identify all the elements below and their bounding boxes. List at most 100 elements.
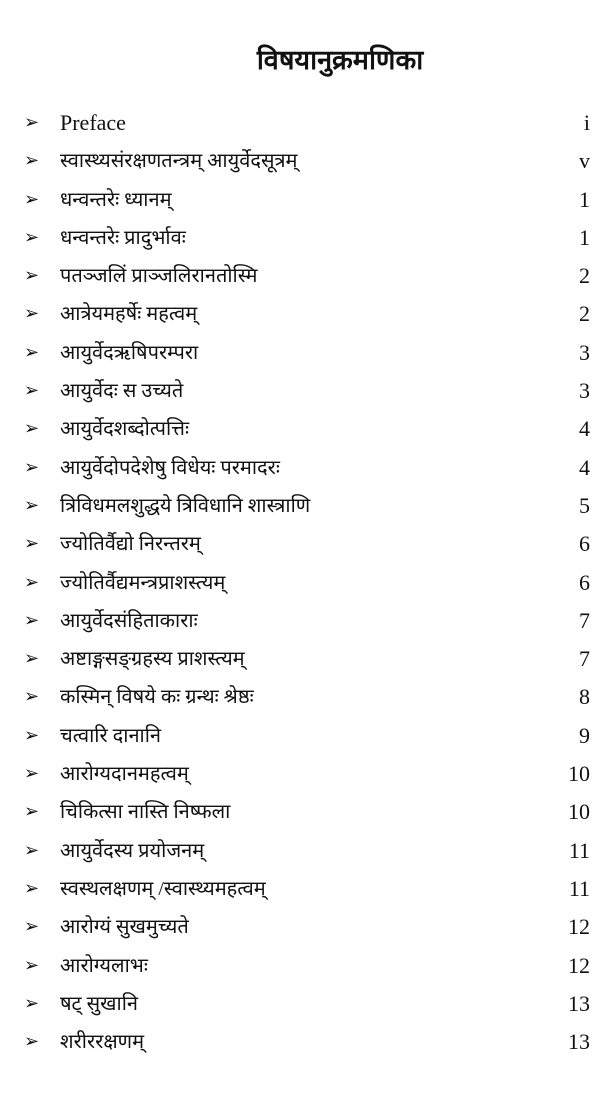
toc-entry-title: ज्योतिर्वैद्यमन्त्रप्राशस्त्यम् bbox=[60, 571, 226, 594]
toc-entry-title: स्वास्थ्यसंरक्षणतन्त्रम् आयुर्वेदसूत्रम् bbox=[60, 150, 298, 173]
arrowhead-right-icon: ➢ bbox=[24, 226, 40, 248]
page-title: विषयानुक्रमणिका bbox=[256, 45, 424, 76]
toc-entry-title: आयुर्वेदस्य प्रयोजनम् bbox=[60, 839, 205, 862]
toc-entry[interactable]: ➢ ज्योतिर्वैद्यमन्त्रप्राशस्त्यम् 6 bbox=[0, 564, 600, 602]
toc-entry-page-number: v bbox=[579, 148, 590, 174]
toc-entry-page-number: 13 bbox=[568, 990, 590, 1016]
arrowhead-right-icon: ➢ bbox=[24, 112, 40, 133]
toc-entry[interactable]: ➢ आयुर्वेदः स उच्यते 3 bbox=[0, 372, 600, 410]
toc-entry-page-number: 11 bbox=[568, 837, 590, 863]
toc-entry-page-number: 4 bbox=[579, 454, 590, 480]
toc-entry[interactable]: ➢ अष्टाङ्गसङ्ग्रहस्य प्राशस्त्यम् 7 bbox=[0, 640, 600, 678]
toc-entry-page-number: 7 bbox=[579, 646, 590, 672]
arrowhead-right-icon: ➢ bbox=[24, 456, 40, 478]
toc-entry-page-number: 13 bbox=[568, 1029, 590, 1055]
toc-entry[interactable]: ➢ त्रिविधमलशुद्धये त्रिविधानि शास्त्राणि 5 bbox=[0, 487, 600, 525]
toc-entry[interactable]: ➢ आयुर्वेदशब्दोत्पत्तिः 4 bbox=[0, 410, 600, 448]
toc-entry-page-number: 10 bbox=[568, 761, 590, 787]
toc-entry-page-number: 9 bbox=[579, 722, 590, 748]
toc-entry[interactable]: ➢ पतञ्जलिं प्राञ्जलिरानतोस्मि 2 bbox=[0, 257, 600, 295]
toc-entry[interactable]: ➢ आयुर्वेदोपदेशेषु विधेयः परमादरः 4 bbox=[0, 449, 600, 487]
toc-entry-title: आयुर्वेदोपदेशेषु विधेयः परमादरः bbox=[60, 456, 280, 479]
toc-entry[interactable]: ➢ धन्वन्तरेः प्रादुर्भावः 1 bbox=[0, 219, 600, 257]
toc-entry-page-number: 4 bbox=[579, 416, 590, 442]
toc-entry-page-number: 2 bbox=[579, 301, 590, 327]
toc-entry-title: स्वस्थलक्षणम् /स्वास्थ्यमहत्वम् bbox=[60, 877, 266, 900]
arrowhead-right-icon: ➢ bbox=[24, 609, 40, 631]
toc-entry-page-number: 10 bbox=[568, 799, 590, 825]
arrowhead-right-icon: ➢ bbox=[24, 992, 40, 1014]
toc-entry[interactable]: ➢ स्वस्थलक्षणम् /स्वास्थ्यमहत्वम् 11 bbox=[0, 870, 600, 908]
toc-entry-title: चत्वारि दानानि bbox=[60, 724, 162, 747]
toc-entry-page-number: 8 bbox=[579, 684, 590, 710]
arrowhead-right-icon: ➢ bbox=[24, 916, 40, 938]
toc-entry-title: आयुर्वेदऋषिपरम्परा bbox=[60, 341, 199, 364]
toc-entry[interactable]: ➢ चिकित्सा नास्ति निष्फला 10 bbox=[0, 793, 600, 831]
toc-entry-title: आत्रेयमहर्षेः महत्वम् bbox=[60, 303, 198, 326]
toc-entry[interactable]: ➢ आयुर्वेदऋषिपरम्परा 3 bbox=[0, 334, 600, 372]
toc-entry[interactable]: ➢ Preface i bbox=[0, 104, 600, 142]
toc-entry[interactable]: ➢ आयुर्वेदसंहिताकाराः 7 bbox=[0, 602, 600, 640]
arrowhead-right-icon: ➢ bbox=[24, 188, 40, 210]
toc-entry[interactable]: ➢ ज्योतिर्वैद्यो निरन्तरम् 6 bbox=[0, 525, 600, 563]
toc-entry-title: आयुर्वेदसंहिताकाराः bbox=[60, 609, 198, 632]
toc-entry[interactable]: ➢ आयुर्वेदस्य प्रयोजनम् 11 bbox=[0, 832, 600, 870]
toc-entry[interactable]: ➢ षट् सुखानि 13 bbox=[0, 985, 600, 1023]
arrowhead-right-icon: ➢ bbox=[24, 763, 40, 785]
toc-entry-page-number: 1 bbox=[579, 186, 590, 212]
toc-entry-page-number: 3 bbox=[579, 339, 590, 365]
toc-entry-title: चिकित्सा नास्ति निष्फला bbox=[60, 801, 231, 824]
toc-entry-title: त्रिविधमलशुद्धये त्रिविधानि शास्त्राणि bbox=[60, 494, 311, 517]
toc-entry-page-number: 7 bbox=[579, 607, 590, 633]
toc-entry[interactable]: ➢ धन्वन्तरेः ध्यानम् 1 bbox=[0, 181, 600, 219]
toc-entry[interactable]: ➢ शरीररक्षणम् 13 bbox=[0, 1023, 600, 1061]
arrowhead-right-icon: ➢ bbox=[24, 418, 40, 440]
toc-entry[interactable]: ➢ स्वास्थ्यसंरक्षणतन्त्रम् आयुर्वेदसूत्रम… bbox=[0, 142, 600, 180]
toc-entry[interactable]: ➢ आत्रेयमहर्षेः महत्वम् 2 bbox=[0, 295, 600, 333]
arrowhead-right-icon: ➢ bbox=[24, 533, 40, 555]
toc-entry-page-number: 3 bbox=[579, 378, 590, 404]
toc-entry-title: अष्टाङ्गसङ्ग्रहस्य प्राशस्त्यम् bbox=[60, 648, 245, 671]
toc-entry-title: शरीररक्षणम् bbox=[60, 1031, 145, 1054]
toc-entry-title: पतञ्जलिं प्राञ्जलिरानतोस्मि bbox=[60, 265, 258, 288]
toc-entry-page-number: 2 bbox=[579, 263, 590, 289]
toc-entry-title: आरोग्यदानमहत्वम् bbox=[60, 763, 189, 786]
toc-entry[interactable]: ➢ आरोग्यदानमहत्वम् 10 bbox=[0, 755, 600, 793]
toc-entry-page-number: 6 bbox=[579, 531, 590, 557]
toc-entry-title: Preface bbox=[60, 110, 126, 135]
toc-entry-title: धन्वन्तरेः ध्यानम् bbox=[60, 188, 172, 211]
arrowhead-right-icon: ➢ bbox=[24, 341, 40, 363]
toc-entry-page-number: 1 bbox=[579, 224, 590, 250]
arrowhead-right-icon: ➢ bbox=[24, 150, 40, 172]
toc-entry-title: धन्वन्तरेः प्रादुर्भावः bbox=[60, 226, 186, 249]
toc-entry[interactable]: ➢ कस्मिन् विषये कः ग्रन्थः श्रेष्ठः 8 bbox=[0, 678, 600, 716]
toc-entry-title: आयुर्वेदः स उच्यते bbox=[60, 380, 184, 403]
toc-entry-page-number: 11 bbox=[568, 875, 590, 901]
arrowhead-right-icon: ➢ bbox=[24, 648, 40, 670]
arrowhead-right-icon: ➢ bbox=[24, 380, 40, 402]
toc-entry-page-number: 12 bbox=[568, 952, 590, 978]
arrowhead-right-icon: ➢ bbox=[24, 494, 40, 516]
arrowhead-right-icon: ➢ bbox=[24, 877, 40, 899]
toc-entry-title: षट् सुखानि bbox=[60, 992, 138, 1015]
toc-entry-page-number: 12 bbox=[568, 914, 590, 940]
arrowhead-right-icon: ➢ bbox=[24, 954, 40, 976]
toc-entry-title: ज्योतिर्वैद्यो निरन्तरम् bbox=[60, 533, 201, 556]
toc-entry[interactable]: ➢ आरोग्यं सुखमुच्यते 12 bbox=[0, 908, 600, 946]
toc-entry-title: आरोग्यलाभः bbox=[60, 954, 148, 977]
arrowhead-right-icon: ➢ bbox=[24, 571, 40, 593]
toc-entry-title: आयुर्वेदशब्दोत्पत्तिः bbox=[60, 418, 190, 441]
arrowhead-right-icon: ➢ bbox=[24, 686, 40, 708]
arrowhead-right-icon: ➢ bbox=[24, 839, 40, 861]
toc-entry[interactable]: ➢ आरोग्यलाभः 12 bbox=[0, 947, 600, 985]
arrowhead-right-icon: ➢ bbox=[24, 1031, 40, 1053]
toc-entry-page-number: i bbox=[583, 110, 590, 135]
toc-entry-page-number: 6 bbox=[579, 569, 590, 595]
arrowhead-right-icon: ➢ bbox=[24, 801, 40, 823]
table-of-contents: ➢ Preface i ➢ स्वास्थ्यसंरक्षणतन्त्रम् आयुर्… bbox=[0, 104, 600, 1061]
toc-entry-title: आरोग्यं सुखमुच्यते bbox=[60, 916, 189, 939]
toc-entry-page-number: 5 bbox=[579, 492, 590, 518]
arrowhead-right-icon: ➢ bbox=[24, 724, 40, 746]
toc-entry-title: कस्मिन् विषये कः ग्रन्थः श्रेष्ठः bbox=[60, 686, 254, 709]
toc-entry[interactable]: ➢ चत्वारि दानानि 9 bbox=[0, 717, 600, 755]
